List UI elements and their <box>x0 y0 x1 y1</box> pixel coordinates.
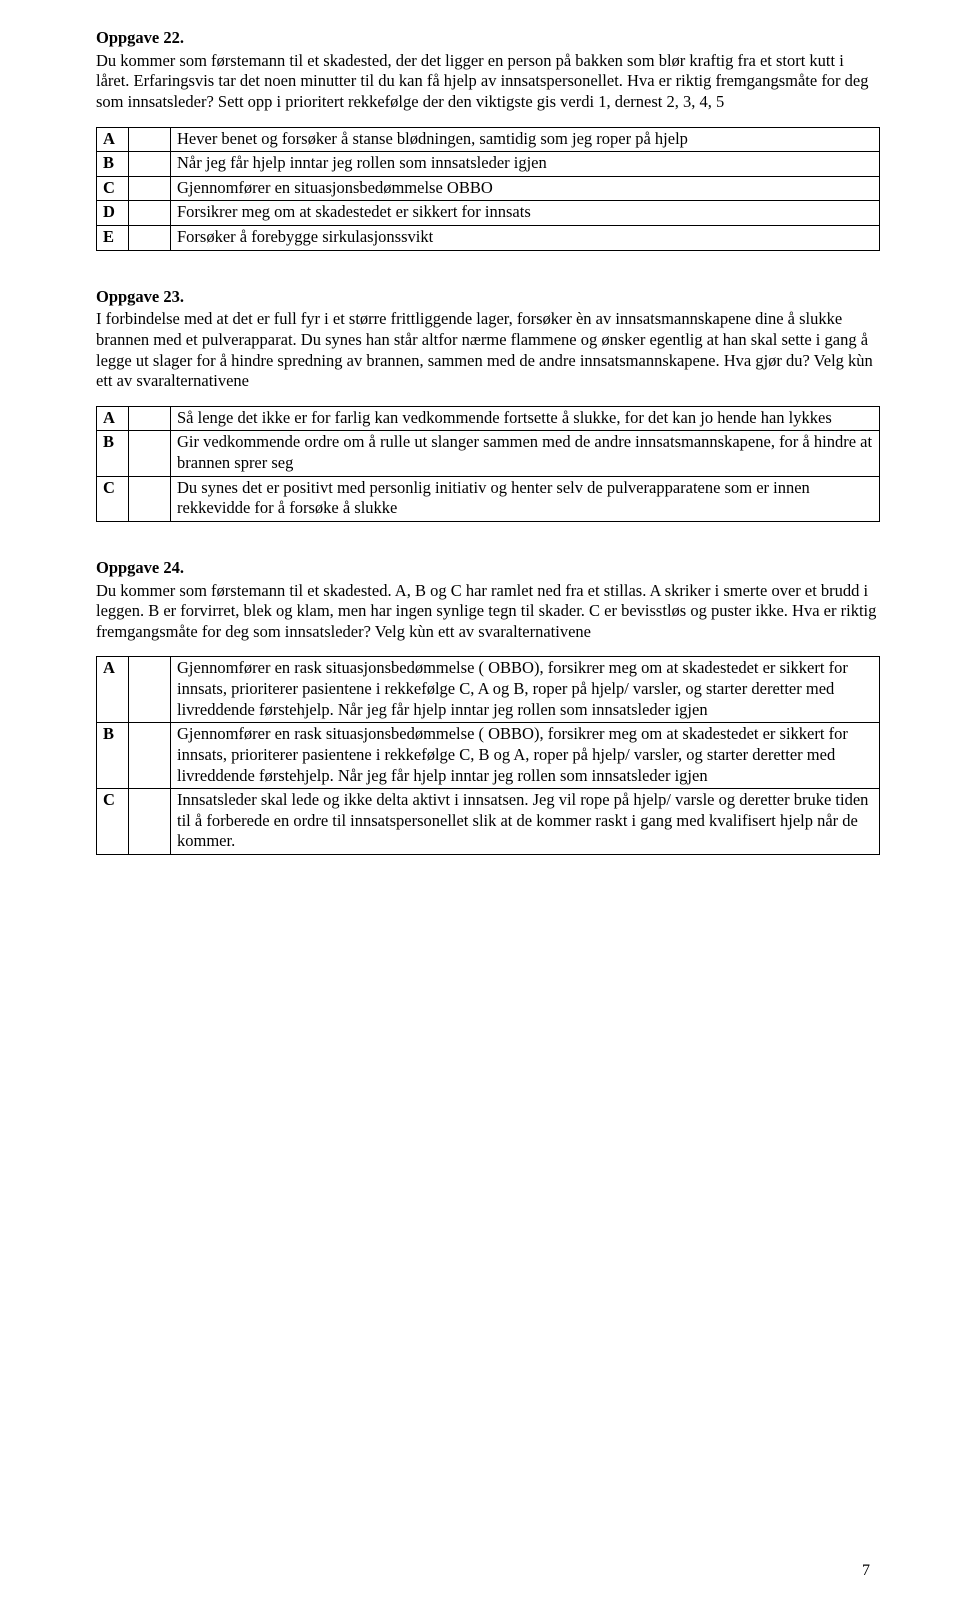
table-row: B Gjennomfører en rask situasjonsbedømme… <box>97 723 880 789</box>
answer-input-cell[interactable] <box>129 176 171 201</box>
option-text: Gir vedkommende ordre om å rulle ut slan… <box>171 431 880 476</box>
answer-table: A Hever benet og forsøker å stanse blødn… <box>96 127 880 251</box>
option-text: Når jeg får hjelp inntar jeg rollen som … <box>171 152 880 177</box>
table-row: D Forsikrer meg om at skadestedet er sik… <box>97 201 880 226</box>
option-letter: B <box>97 152 129 177</box>
answer-table: A Så lenge det ikke er for farlig kan ve… <box>96 406 880 522</box>
option-text: Hever benet og forsøker å stanse blødnin… <box>171 127 880 152</box>
option-letter: A <box>97 406 129 431</box>
page-number: 7 <box>862 1561 870 1581</box>
option-text: Gjennomfører en rask situasjonsbedømmels… <box>171 723 880 789</box>
question-prompt: Du kommer som førstemann til et skadeste… <box>96 51 880 113</box>
question-section: Oppgave 23.I forbindelse med at det er f… <box>96 287 880 522</box>
option-text: Innsatsleder skal lede og ikke delta akt… <box>171 789 880 855</box>
answer-input-cell[interactable] <box>129 431 171 476</box>
table-row: A Så lenge det ikke er for farlig kan ve… <box>97 406 880 431</box>
option-letter: E <box>97 226 129 251</box>
answer-input-cell[interactable] <box>129 476 171 521</box>
option-letter: A <box>97 127 129 152</box>
table-row: C Innsatsleder skal lede og ikke delta a… <box>97 789 880 855</box>
answer-input-cell[interactable] <box>129 723 171 789</box>
option-letter: A <box>97 657 129 723</box>
option-letter: C <box>97 789 129 855</box>
option-text: Så lenge det ikke er for farlig kan vedk… <box>171 406 880 431</box>
answer-table: A Gjennomfører en rask situasjonsbedømme… <box>96 656 880 855</box>
answer-input-cell[interactable] <box>129 152 171 177</box>
table-row: A Gjennomfører en rask situasjonsbedømme… <box>97 657 880 723</box>
option-text: Gjennomfører en rask situasjonsbedømmels… <box>171 657 880 723</box>
question-section: Oppgave 22.Du kommer som førstemann til … <box>96 28 880 251</box>
table-row: C Du synes det er positivt med personlig… <box>97 476 880 521</box>
option-letter: C <box>97 176 129 201</box>
answer-input-cell[interactable] <box>129 406 171 431</box>
table-row: B Når jeg får hjelp inntar jeg rollen so… <box>97 152 880 177</box>
table-row: A Hever benet og forsøker å stanse blødn… <box>97 127 880 152</box>
option-letter: D <box>97 201 129 226</box>
question-prompt: I forbindelse med at det er full fyr i e… <box>96 309 880 392</box>
option-text: Gjennomfører en situasjonsbedømmelse OBB… <box>171 176 880 201</box>
question-heading: Oppgave 22. <box>96 28 880 49</box>
answer-input-cell[interactable] <box>129 789 171 855</box>
question-section: Oppgave 24.Du kommer som førstemann til … <box>96 558 880 855</box>
answer-input-cell[interactable] <box>129 127 171 152</box>
question-heading: Oppgave 23. <box>96 287 880 308</box>
option-letter: C <box>97 476 129 521</box>
option-text: Forsikrer meg om at skadestedet er sikke… <box>171 201 880 226</box>
question-heading: Oppgave 24. <box>96 558 880 579</box>
answer-input-cell[interactable] <box>129 201 171 226</box>
option-letter: B <box>97 431 129 476</box>
option-text: Du synes det er positivt med personlig i… <box>171 476 880 521</box>
answer-input-cell[interactable] <box>129 657 171 723</box>
table-row: C Gjennomfører en situasjonsbedømmelse O… <box>97 176 880 201</box>
table-row: E Forsøker å forebygge sirkulasjonssvikt <box>97 226 880 251</box>
answer-input-cell[interactable] <box>129 226 171 251</box>
option-text: Forsøker å forebygge sirkulasjonssvikt <box>171 226 880 251</box>
question-prompt: Du kommer som førstemann til et skadeste… <box>96 581 880 643</box>
table-row: B Gir vedkommende ordre om å rulle ut sl… <box>97 431 880 476</box>
option-letter: B <box>97 723 129 789</box>
